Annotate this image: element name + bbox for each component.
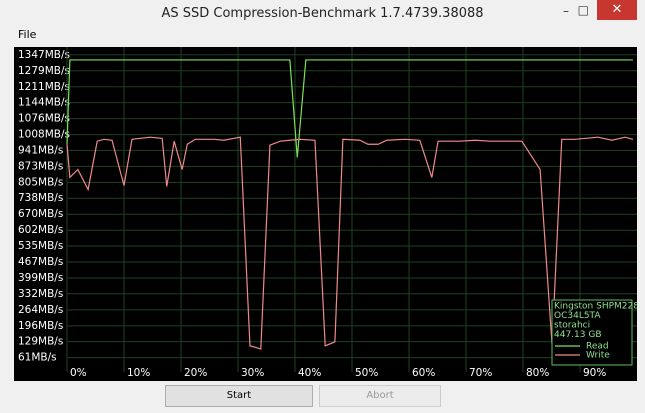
x-tick-label: 20% [184, 367, 207, 379]
x-tick-label: 80% [526, 367, 549, 379]
y-tick-label: 1211MB/s [18, 81, 70, 93]
start-button[interactable]: Start [165, 385, 313, 407]
y-tick-label: 467MB/s [18, 256, 63, 268]
title-bar: AS SSD Compression-Benchmark 1.7.4739.38… [0, 0, 645, 27]
maximize-button[interactable]: □ [577, 3, 589, 17]
y-tick-label: 805MB/s [18, 176, 63, 188]
y-tick-label: 602MB/s [18, 224, 63, 236]
menu-item[interactable]: File [18, 28, 37, 41]
minimize-button[interactable]: – [563, 4, 569, 18]
close-button[interactable]: ✕ [597, 0, 637, 20]
device-info: 447.13 GB [554, 330, 602, 340]
x-tick-label: 50% [355, 367, 378, 379]
x-tick-label: 40% [298, 367, 321, 379]
x-tick-label: 90% [583, 367, 606, 379]
y-tick-label: 738MB/s [18, 192, 63, 204]
y-tick-label: 1076MB/s [18, 113, 70, 125]
abort-button[interactable]: Abort [319, 385, 441, 407]
y-tick-label: 535MB/s [18, 240, 63, 252]
y-tick-label: 264MB/s [18, 304, 63, 316]
x-tick-label: 70% [469, 367, 492, 379]
y-tick-label: 873MB/s [18, 160, 63, 172]
x-tick-label: 30% [241, 367, 264, 379]
data-line [66, 136, 634, 350]
y-tick-label: 196MB/s [18, 320, 63, 332]
y-tick-label: 332MB/s [18, 288, 63, 300]
y-tick-label: 670MB/s [18, 208, 63, 220]
y-tick-label: 1279MB/s [18, 65, 70, 77]
y-tick-label: 941MB/s [18, 144, 63, 156]
y-tick-label: 399MB/s [18, 272, 63, 284]
chart: 1347MB/s 1279MB/s 1211MB/s 1144MB/s 1076MB/s… [14, 47, 637, 381]
legend-label: Write [586, 351, 610, 361]
device-info: Kingston SHPM228 [554, 302, 637, 312]
y-tick-label: 1144MB/s [18, 97, 70, 109]
legend-label: Read [586, 342, 609, 352]
legend-box [551, 299, 633, 366]
y-tick-label: 61MB/s [18, 352, 57, 364]
y-tick-label: 1347MB/s [18, 49, 70, 61]
x-tick-label: 60% [412, 367, 435, 379]
y-tick-label: 129MB/s [18, 336, 63, 348]
y-tick-label: 1008MB/s [18, 129, 70, 141]
device-info: storahci [554, 321, 590, 331]
x-tick-label: 10% [127, 367, 150, 379]
data-line [66, 59, 634, 158]
window-title: AS SSD Compression-Benchmark 1.7.4739.38… [161, 6, 484, 21]
device-info: OC34L5TA [554, 311, 601, 321]
x-tick-label: 0% [70, 367, 87, 379]
